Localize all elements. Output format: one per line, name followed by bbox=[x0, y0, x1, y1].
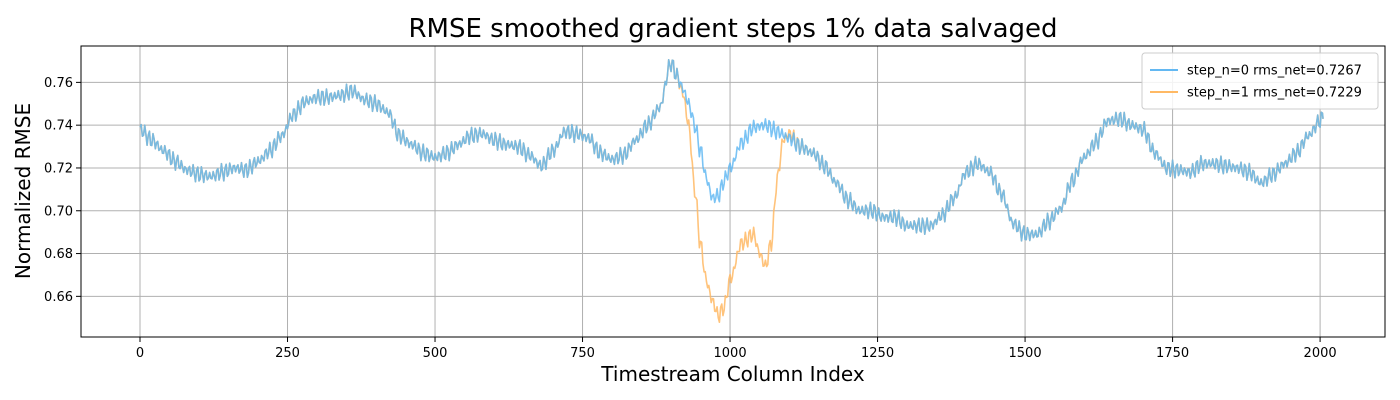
x-tick-label: 0 bbox=[136, 346, 144, 361]
x-tick-label: 500 bbox=[423, 346, 448, 361]
chart-title: RMSE smoothed gradient steps 1% data sal… bbox=[408, 14, 1057, 44]
y-tick-label: 0.74 bbox=[44, 119, 73, 134]
y-tick-label: 0.70 bbox=[44, 204, 73, 219]
x-tick-label: 2000 bbox=[1304, 346, 1337, 361]
legend-label-1: step_n=1 rms_net=0.7229 bbox=[1187, 86, 1362, 101]
legend: step_n=0 rms_net=0.7267 step_n=1 rms_net=… bbox=[1141, 52, 1379, 110]
y-tick-label: 0.66 bbox=[44, 290, 73, 305]
y-tick-label: 0.68 bbox=[44, 247, 73, 262]
x-tick-label: 1500 bbox=[1009, 346, 1042, 361]
y-axis-label: Normalized RMSE bbox=[11, 103, 35, 279]
x-tick-label: 250 bbox=[275, 346, 300, 361]
legend-label-0: step_n=0 rms_net=0.7267 bbox=[1187, 64, 1362, 79]
y-axis-ticks: 0.66 0.68 0.70 0.72 0.74 0.76 bbox=[44, 76, 81, 305]
y-tick-label: 0.76 bbox=[44, 76, 73, 91]
y-tick-label: 0.72 bbox=[44, 161, 73, 176]
legend-box bbox=[1141, 52, 1379, 110]
x-axis-label: Timestream Column Index bbox=[600, 362, 865, 386]
x-tick-label: 750 bbox=[570, 346, 595, 361]
series-line-0 bbox=[139, 58, 1324, 242]
x-axis-ticks: 0 250 500 750 1000 1250 1500 1750 2000 bbox=[136, 337, 1337, 361]
series-layer bbox=[139, 58, 1324, 324]
x-tick-label: 1250 bbox=[861, 346, 894, 361]
plot-frame bbox=[80, 45, 1386, 338]
x-tick-label: 1000 bbox=[714, 346, 747, 361]
x-tick-label: 1750 bbox=[1156, 346, 1189, 361]
